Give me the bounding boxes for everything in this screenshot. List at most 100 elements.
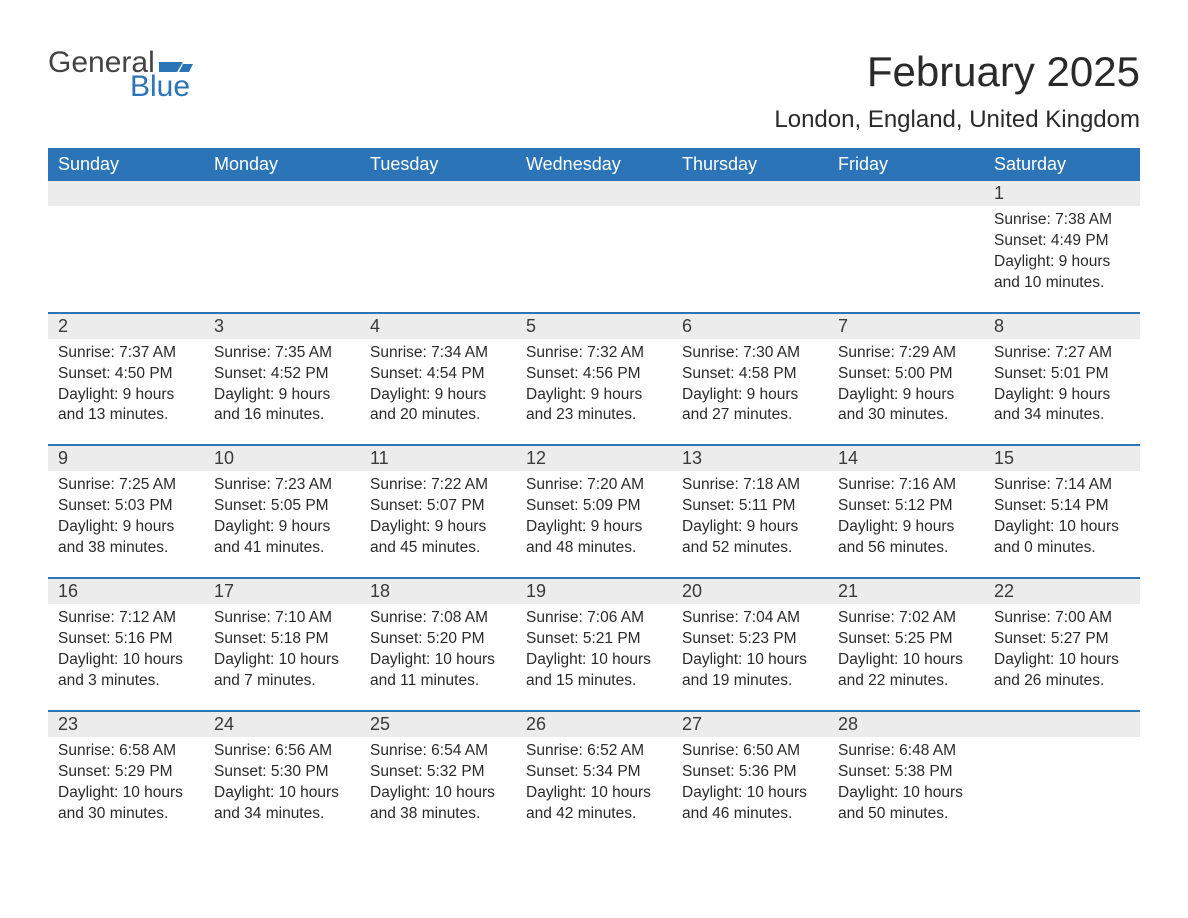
calendar-week: 23Sunrise: 6:58 AMSunset: 5:29 PMDayligh… bbox=[48, 710, 1140, 825]
calendar-day-cell: 26Sunrise: 6:52 AMSunset: 5:34 PMDayligh… bbox=[516, 712, 672, 825]
day-sunset: Sunset: 5:00 PM bbox=[838, 364, 974, 385]
day-number: 20 bbox=[672, 579, 828, 604]
day-details: Sunrise: 7:35 AMSunset: 4:52 PMDaylight:… bbox=[204, 339, 360, 427]
day-sunset: Sunset: 4:50 PM bbox=[58, 364, 194, 385]
day-daylight-line1: Daylight: 9 hours bbox=[994, 252, 1130, 273]
day-number: 22 bbox=[984, 579, 1140, 604]
calendar-day-cell: 20Sunrise: 7:04 AMSunset: 5:23 PMDayligh… bbox=[672, 579, 828, 692]
day-daylight-line1: Daylight: 10 hours bbox=[526, 783, 662, 804]
day-sunrise: Sunrise: 6:54 AM bbox=[370, 741, 506, 762]
day-daylight-line2: and 52 minutes. bbox=[682, 538, 818, 559]
calendar-week: 9Sunrise: 7:25 AMSunset: 5:03 PMDaylight… bbox=[48, 444, 1140, 559]
day-details: Sunrise: 7:29 AMSunset: 5:00 PMDaylight:… bbox=[828, 339, 984, 427]
day-daylight-line2: and 13 minutes. bbox=[58, 405, 194, 426]
day-sunrise: Sunrise: 6:48 AM bbox=[838, 741, 974, 762]
day-daylight-line2: and 30 minutes. bbox=[58, 804, 194, 825]
day-sunset: Sunset: 4:54 PM bbox=[370, 364, 506, 385]
day-details: Sunrise: 7:34 AMSunset: 4:54 PMDaylight:… bbox=[360, 339, 516, 427]
day-daylight-line2: and 45 minutes. bbox=[370, 538, 506, 559]
day-sunset: Sunset: 5:30 PM bbox=[214, 762, 350, 783]
day-number bbox=[672, 181, 828, 206]
month-title: February 2025 bbox=[774, 48, 1140, 96]
day-sunrise: Sunrise: 7:04 AM bbox=[682, 608, 818, 629]
day-details: Sunrise: 7:32 AMSunset: 4:56 PMDaylight:… bbox=[516, 339, 672, 427]
day-daylight-line2: and 19 minutes. bbox=[682, 671, 818, 692]
dow-saturday: Saturday bbox=[984, 148, 1140, 181]
day-number: 18 bbox=[360, 579, 516, 604]
day-daylight-line1: Daylight: 10 hours bbox=[58, 783, 194, 804]
calendar-day-cell: 27Sunrise: 6:50 AMSunset: 5:36 PMDayligh… bbox=[672, 712, 828, 825]
day-daylight-line1: Daylight: 9 hours bbox=[838, 385, 974, 406]
calendar-day-cell: 1Sunrise: 7:38 AMSunset: 4:49 PMDaylight… bbox=[984, 181, 1140, 294]
day-number: 4 bbox=[360, 314, 516, 339]
calendar-day-cell: 19Sunrise: 7:06 AMSunset: 5:21 PMDayligh… bbox=[516, 579, 672, 692]
day-number: 25 bbox=[360, 712, 516, 737]
day-details: Sunrise: 6:54 AMSunset: 5:32 PMDaylight:… bbox=[360, 737, 516, 825]
day-sunrise: Sunrise: 7:10 AM bbox=[214, 608, 350, 629]
day-sunset: Sunset: 5:23 PM bbox=[682, 629, 818, 650]
day-daylight-line2: and 46 minutes. bbox=[682, 804, 818, 825]
calendar-day-cell: 8Sunrise: 7:27 AMSunset: 5:01 PMDaylight… bbox=[984, 314, 1140, 427]
day-number: 2 bbox=[48, 314, 204, 339]
dow-thursday: Thursday bbox=[672, 148, 828, 181]
day-sunset: Sunset: 5:25 PM bbox=[838, 629, 974, 650]
day-details: Sunrise: 7:02 AMSunset: 5:25 PMDaylight:… bbox=[828, 604, 984, 692]
day-daylight-line1: Daylight: 9 hours bbox=[370, 517, 506, 538]
day-daylight-line1: Daylight: 10 hours bbox=[58, 650, 194, 671]
calendar-day-cell: 2Sunrise: 7:37 AMSunset: 4:50 PMDaylight… bbox=[48, 314, 204, 427]
day-number: 7 bbox=[828, 314, 984, 339]
calendar-day-cell bbox=[360, 181, 516, 294]
calendar-day-cell: 21Sunrise: 7:02 AMSunset: 5:25 PMDayligh… bbox=[828, 579, 984, 692]
day-details: Sunrise: 7:12 AMSunset: 5:16 PMDaylight:… bbox=[48, 604, 204, 692]
calendar-day-cell: 17Sunrise: 7:10 AMSunset: 5:18 PMDayligh… bbox=[204, 579, 360, 692]
day-details bbox=[672, 206, 828, 210]
day-sunset: Sunset: 4:56 PM bbox=[526, 364, 662, 385]
day-sunset: Sunset: 5:03 PM bbox=[58, 496, 194, 517]
title-block: February 2025 London, England, United Ki… bbox=[774, 48, 1140, 134]
calendar-day-cell: 22Sunrise: 7:00 AMSunset: 5:27 PMDayligh… bbox=[984, 579, 1140, 692]
calendar-day-cell: 28Sunrise: 6:48 AMSunset: 5:38 PMDayligh… bbox=[828, 712, 984, 825]
calendar-day-cell: 4Sunrise: 7:34 AMSunset: 4:54 PMDaylight… bbox=[360, 314, 516, 427]
day-number: 14 bbox=[828, 446, 984, 471]
day-number: 27 bbox=[672, 712, 828, 737]
day-daylight-line2: and 41 minutes. bbox=[214, 538, 350, 559]
day-details bbox=[516, 206, 672, 210]
day-number bbox=[828, 181, 984, 206]
day-number: 19 bbox=[516, 579, 672, 604]
day-sunrise: Sunrise: 7:38 AM bbox=[994, 210, 1130, 231]
day-daylight-line2: and 20 minutes. bbox=[370, 405, 506, 426]
day-sunrise: Sunrise: 7:32 AM bbox=[526, 343, 662, 364]
day-details: Sunrise: 7:38 AMSunset: 4:49 PMDaylight:… bbox=[984, 206, 1140, 294]
day-sunset: Sunset: 4:58 PM bbox=[682, 364, 818, 385]
day-details bbox=[828, 206, 984, 210]
day-details: Sunrise: 7:18 AMSunset: 5:11 PMDaylight:… bbox=[672, 471, 828, 559]
day-number: 16 bbox=[48, 579, 204, 604]
dow-tuesday: Tuesday bbox=[360, 148, 516, 181]
day-number bbox=[204, 181, 360, 206]
day-daylight-line2: and 56 minutes. bbox=[838, 538, 974, 559]
calendar-grid: Sunday Monday Tuesday Wednesday Thursday… bbox=[48, 148, 1140, 824]
calendar-day-cell: 3Sunrise: 7:35 AMSunset: 4:52 PMDaylight… bbox=[204, 314, 360, 427]
calendar-day-cell: 25Sunrise: 6:54 AMSunset: 5:32 PMDayligh… bbox=[360, 712, 516, 825]
day-sunrise: Sunrise: 7:14 AM bbox=[994, 475, 1130, 496]
day-sunrise: Sunrise: 7:35 AM bbox=[214, 343, 350, 364]
day-sunset: Sunset: 5:32 PM bbox=[370, 762, 506, 783]
day-details: Sunrise: 7:06 AMSunset: 5:21 PMDaylight:… bbox=[516, 604, 672, 692]
day-sunset: Sunset: 5:29 PM bbox=[58, 762, 194, 783]
day-sunrise: Sunrise: 7:34 AM bbox=[370, 343, 506, 364]
day-daylight-line2: and 38 minutes. bbox=[370, 804, 506, 825]
day-number: 15 bbox=[984, 446, 1140, 471]
week-spacer bbox=[48, 426, 1140, 444]
day-sunset: Sunset: 4:49 PM bbox=[994, 231, 1130, 252]
calendar-day-cell: 24Sunrise: 6:56 AMSunset: 5:30 PMDayligh… bbox=[204, 712, 360, 825]
day-sunset: Sunset: 5:07 PM bbox=[370, 496, 506, 517]
day-daylight-line2: and 0 minutes. bbox=[994, 538, 1130, 559]
day-daylight-line2: and 10 minutes. bbox=[994, 273, 1130, 294]
day-details: Sunrise: 7:20 AMSunset: 5:09 PMDaylight:… bbox=[516, 471, 672, 559]
day-sunrise: Sunrise: 7:18 AM bbox=[682, 475, 818, 496]
week-spacer bbox=[48, 692, 1140, 710]
dow-monday: Monday bbox=[204, 148, 360, 181]
week-spacer bbox=[48, 559, 1140, 577]
day-sunrise: Sunrise: 7:12 AM bbox=[58, 608, 194, 629]
calendar-day-cell bbox=[984, 712, 1140, 825]
